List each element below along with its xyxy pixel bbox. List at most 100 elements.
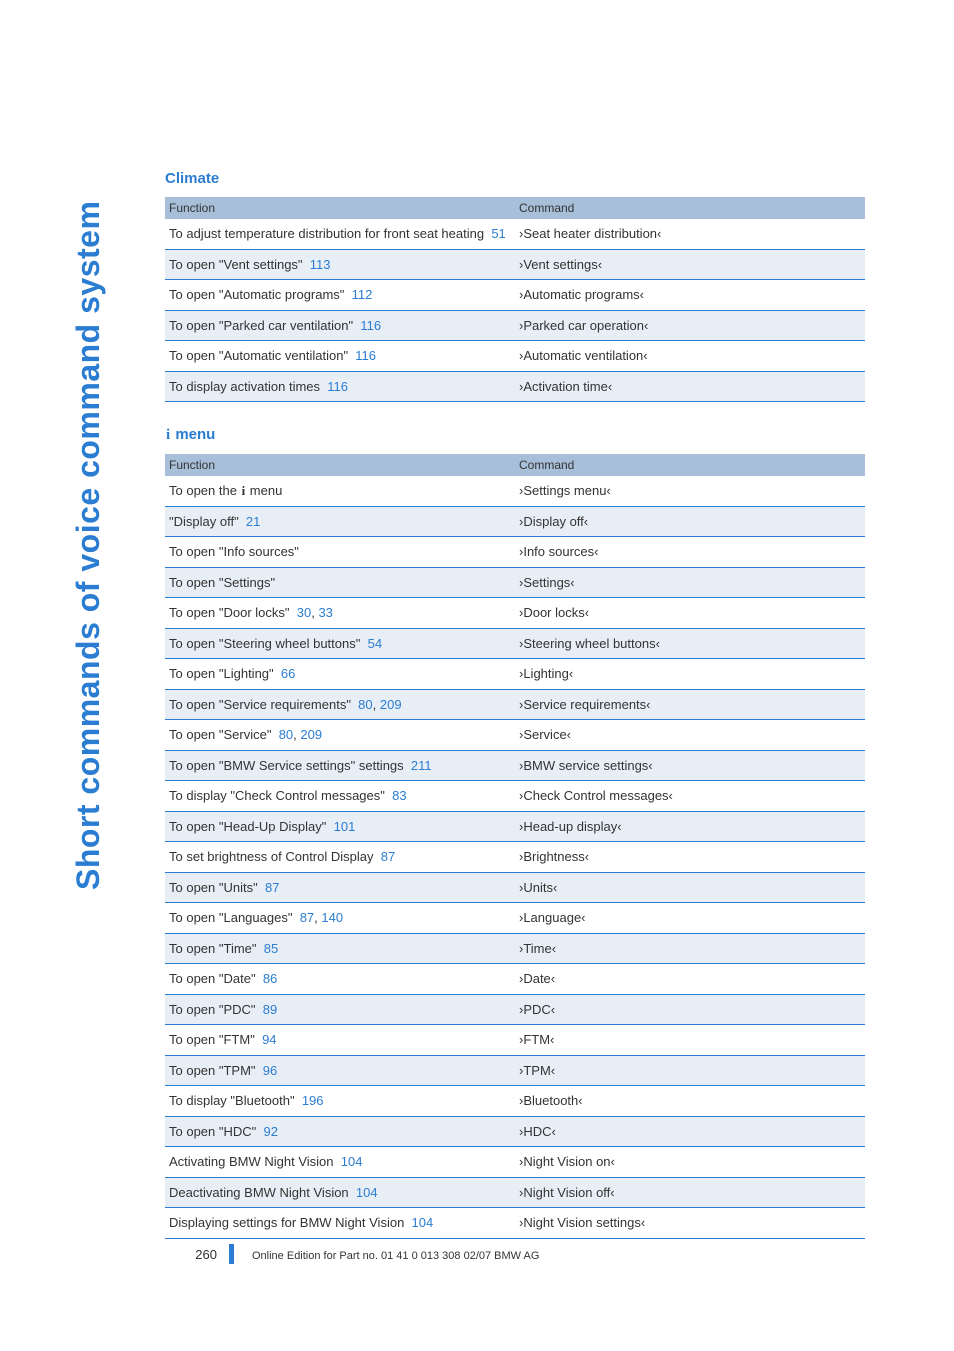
command-cell: ›TPM‹ <box>515 1055 865 1086</box>
climate-table: Function Command To adjust temperature d… <box>165 197 865 402</box>
command-cell: ›Door locks‹ <box>515 598 865 629</box>
command-cell: ›Language‹ <box>515 903 865 934</box>
page-ref-link[interactable]: 104 <box>412 1215 434 1230</box>
page-ref-link[interactable]: 89 <box>263 1002 277 1017</box>
function-cell: "Display off" 21 <box>165 506 515 537</box>
table-row: To display "Check Control messages" 83›C… <box>165 781 865 812</box>
function-cell: To open "Automatic programs" 112 <box>165 280 515 311</box>
command-cell: ›Time‹ <box>515 933 865 964</box>
page-ref-link[interactable]: 80 <box>279 727 293 742</box>
page-ref-link[interactable]: 87 <box>265 880 279 895</box>
page-ref-link[interactable]: 94 <box>262 1032 276 1047</box>
table-row: To open "HDC" 92›HDC‹ <box>165 1116 865 1147</box>
command-cell: ›Steering wheel buttons‹ <box>515 628 865 659</box>
command-cell: ›Seat heater distribution‹ <box>515 219 865 249</box>
function-cell: To adjust temperature distribution for f… <box>165 219 515 249</box>
page-ref-link[interactable]: 54 <box>368 636 382 651</box>
table-row: Displaying settings for BMW Night Vision… <box>165 1208 865 1239</box>
command-cell: ›BMW service settings‹ <box>515 750 865 781</box>
table-row: To open "Date" 86›Date‹ <box>165 964 865 995</box>
footer: 260Online Edition for Part no. 01 41 0 0… <box>165 1246 865 1266</box>
table-row: To display activation times 116›Activati… <box>165 371 865 402</box>
function-cell: Activating BMW Night Vision 104 <box>165 1147 515 1178</box>
table-row: To display "Bluetooth" 196›Bluetooth‹ <box>165 1086 865 1117</box>
command-cell: ›PDC‹ <box>515 994 865 1025</box>
function-cell: To open the i menu <box>165 476 515 506</box>
function-cell: To open "Languages" 87, 140 <box>165 903 515 934</box>
table-row: Deactivating BMW Night Vision 104›Night … <box>165 1177 865 1208</box>
page-ref-link[interactable]: 86 <box>263 971 277 986</box>
function-cell: To open "Steering wheel buttons" 54 <box>165 628 515 659</box>
page-ref-link[interactable]: 112 <box>352 287 373 302</box>
command-cell: ›Night Vision settings‹ <box>515 1208 865 1239</box>
table-row: To open "Vent settings" 113›Vent setting… <box>165 249 865 280</box>
function-cell: To open "Time" 85 <box>165 933 515 964</box>
imenu-header-function: Function <box>165 454 515 476</box>
page-ref-link[interactable]: 33 <box>318 605 332 620</box>
function-cell: To open "TPM" 96 <box>165 1055 515 1086</box>
function-cell: To open "Door locks" 30, 33 <box>165 598 515 629</box>
page-ref-link[interactable]: 211 <box>411 758 432 773</box>
page-ref-link[interactable]: 116 <box>360 318 381 333</box>
page-ref-link[interactable]: 96 <box>263 1063 277 1078</box>
function-cell: To open "Settings" <box>165 567 515 598</box>
page-ref-link[interactable]: 196 <box>302 1093 324 1108</box>
page-ref-link[interactable]: 209 <box>380 697 402 712</box>
command-cell: ›Head-up display‹ <box>515 811 865 842</box>
page-ref-link[interactable]: 87 <box>381 849 395 864</box>
page-ref-link[interactable]: 140 <box>321 910 343 925</box>
command-cell: ›HDC‹ <box>515 1116 865 1147</box>
footer-tick-icon <box>229 1244 234 1264</box>
table-row: To set brightness of Control Display 87›… <box>165 842 865 873</box>
page-ref-link[interactable]: 104 <box>341 1154 363 1169</box>
page-ref-link[interactable]: 80 <box>358 697 372 712</box>
table-row: To open "Service requirements" 80, 209›S… <box>165 689 865 720</box>
page-ref-link[interactable]: 101 <box>334 819 356 834</box>
section-climate-title: Climate <box>165 170 865 187</box>
page-ref-link[interactable]: 30 <box>297 605 311 620</box>
function-cell: To open "FTM" 94 <box>165 1025 515 1056</box>
command-cell: ›Lighting‹ <box>515 659 865 690</box>
table-row: To open "Parked car ventilation" 116›Par… <box>165 310 865 341</box>
page-ref-link[interactable]: 92 <box>264 1124 278 1139</box>
page-ref-link[interactable]: 51 <box>491 226 505 241</box>
function-cell: To display activation times 116 <box>165 371 515 402</box>
sidebar-title: Short commands of voice command system <box>70 170 110 890</box>
page-ref-link[interactable]: 85 <box>264 941 278 956</box>
function-cell: To open "Service" 80, 209 <box>165 720 515 751</box>
command-cell: ›Vent settings‹ <box>515 249 865 280</box>
page: Short commands of voice command system C… <box>0 0 954 1351</box>
section-imenu-title: i menu <box>165 426 865 444</box>
function-cell: To open "Service requirements" 80, 209 <box>165 689 515 720</box>
page-ref-link[interactable]: 87 <box>300 910 314 925</box>
table-row: "Display off" 21›Display off‹ <box>165 506 865 537</box>
command-cell: ›Parked car operation‹ <box>515 310 865 341</box>
page-ref-link[interactable]: 21 <box>246 514 260 529</box>
page-ref-link[interactable]: 104 <box>356 1185 378 1200</box>
function-cell: To open "Units" 87 <box>165 872 515 903</box>
page-ref-link[interactable]: 83 <box>392 788 406 803</box>
page-ref-link[interactable]: 113 <box>310 257 331 272</box>
command-cell: ›Settings menu‹ <box>515 476 865 506</box>
function-cell: To open "Head-Up Display" 101 <box>165 811 515 842</box>
page-ref-link[interactable]: 116 <box>327 379 348 394</box>
table-row: To open "Head-Up Display" 101›Head-up di… <box>165 811 865 842</box>
function-cell: To open "Parked car ventilation" 116 <box>165 310 515 341</box>
table-row: To open "Settings"›Settings‹ <box>165 567 865 598</box>
function-cell: Deactivating BMW Night Vision 104 <box>165 1177 515 1208</box>
table-row: To open "FTM" 94›FTM‹ <box>165 1025 865 1056</box>
table-row: To open "Lighting" 66›Lighting‹ <box>165 659 865 690</box>
page-ref-link[interactable]: 209 <box>300 727 322 742</box>
imenu-title-text: menu <box>171 426 215 443</box>
function-cell: To open "BMW Service settings" settings … <box>165 750 515 781</box>
page-ref-link[interactable]: 66 <box>281 666 295 681</box>
command-cell: ›Automatic ventilation‹ <box>515 341 865 372</box>
page-ref-link[interactable]: 116 <box>355 348 376 363</box>
command-cell: ›Date‹ <box>515 964 865 995</box>
command-cell: ›Bluetooth‹ <box>515 1086 865 1117</box>
table-row: To adjust temperature distribution for f… <box>165 219 865 249</box>
command-cell: ›Activation time‹ <box>515 371 865 402</box>
function-cell: To open "PDC" 89 <box>165 994 515 1025</box>
function-cell: To open "Info sources" <box>165 537 515 568</box>
command-cell: ›Automatic programs‹ <box>515 280 865 311</box>
